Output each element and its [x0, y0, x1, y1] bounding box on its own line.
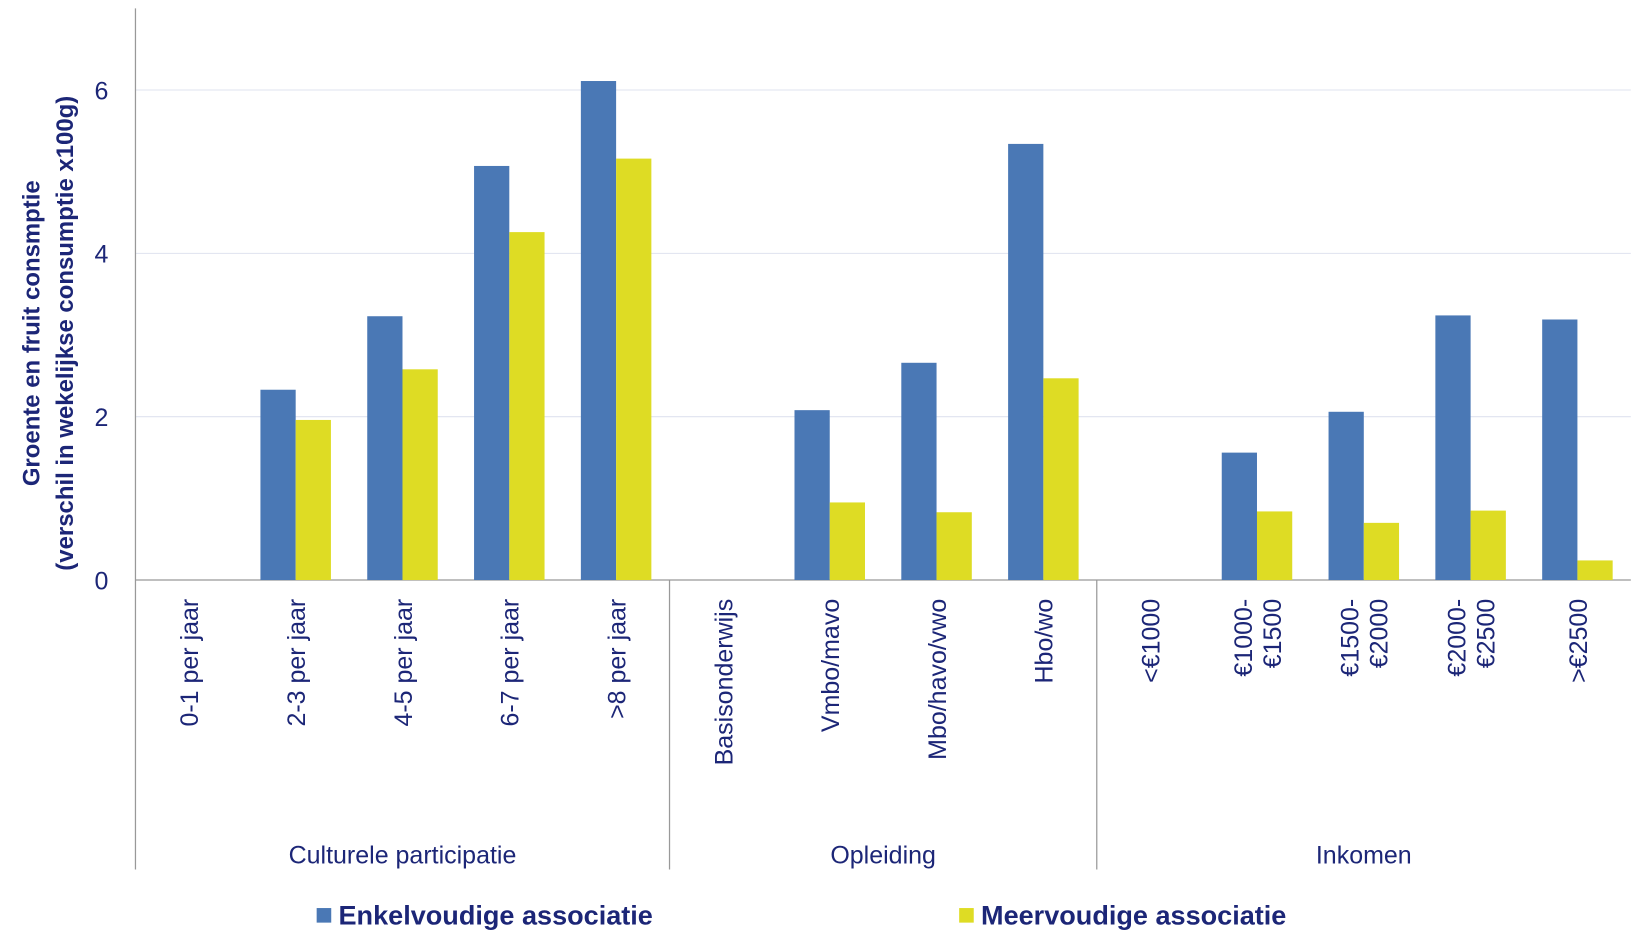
- y-tick-label: 4: [94, 241, 108, 269]
- x-tick-label: €2000-€2500: [1443, 599, 1500, 677]
- bar: [474, 165, 510, 581]
- bar: [580, 81, 617, 581]
- y-axis-title-line: (verschil in wekelijkse consumptie x100g…: [52, 96, 79, 571]
- x-tick-label: Mbo/havo/vwo: [924, 599, 952, 760]
- legend-swatch: [959, 908, 974, 923]
- x-tick-label: 0-1 per jaar: [176, 599, 204, 727]
- bar: [509, 232, 545, 581]
- bar: [829, 502, 865, 581]
- bar: [1221, 452, 1257, 581]
- bar: [1363, 522, 1400, 581]
- bar: [794, 410, 830, 581]
- bar: [901, 362, 937, 581]
- bar: [1435, 315, 1471, 581]
- x-tick-label: Hbo/wo: [1031, 599, 1059, 684]
- x-tick-label: 2-3 per jaar: [283, 599, 311, 727]
- x-tick-label: €1000-€1500: [1230, 599, 1287, 677]
- y-tick-label: 6: [94, 77, 108, 105]
- legend-label: Meervoudige associatie: [981, 900, 1286, 931]
- x-tick-label: <€1000: [1138, 599, 1166, 683]
- y-tick-label: 0: [94, 567, 108, 595]
- bar: [1542, 319, 1578, 581]
- bar: [295, 419, 331, 581]
- legend-label: Enkelvoudige associatie: [339, 900, 653, 931]
- bar: [616, 158, 652, 581]
- bar: [936, 512, 972, 581]
- bar: [1328, 411, 1364, 581]
- bar: [1470, 510, 1506, 581]
- x-tick-label: >€2500: [1565, 599, 1593, 683]
- y-axis-title: Groente en fruit consmptie (verschil in …: [19, 96, 79, 571]
- x-tick-label: Vmbo/mavo: [817, 599, 845, 732]
- x-tick-label: Basisonderwijs: [710, 599, 738, 766]
- x-tick-label: 6-7 per jaar: [497, 599, 525, 727]
- x-tick-label: 4-5 per jaar: [390, 599, 418, 727]
- bar: [1577, 560, 1613, 581]
- group-label: Opleiding: [830, 841, 936, 869]
- bar: [402, 369, 438, 581]
- y-axis-title-line: Groente en fruit consmptie: [19, 180, 46, 486]
- legend-swatch: [316, 908, 332, 923]
- x-tick-label: >8 per jaar: [603, 599, 631, 719]
- bar: [1008, 143, 1044, 581]
- x-tick-label: €1500-€2000: [1337, 599, 1394, 677]
- group-label: Inkomen: [1316, 841, 1412, 869]
- bar: [260, 389, 296, 581]
- bar: [367, 316, 403, 581]
- bar: [1043, 378, 1079, 581]
- bar: [1256, 511, 1293, 581]
- y-tick-label: 2: [94, 404, 108, 432]
- group-label: Culturele participatie: [289, 841, 517, 869]
